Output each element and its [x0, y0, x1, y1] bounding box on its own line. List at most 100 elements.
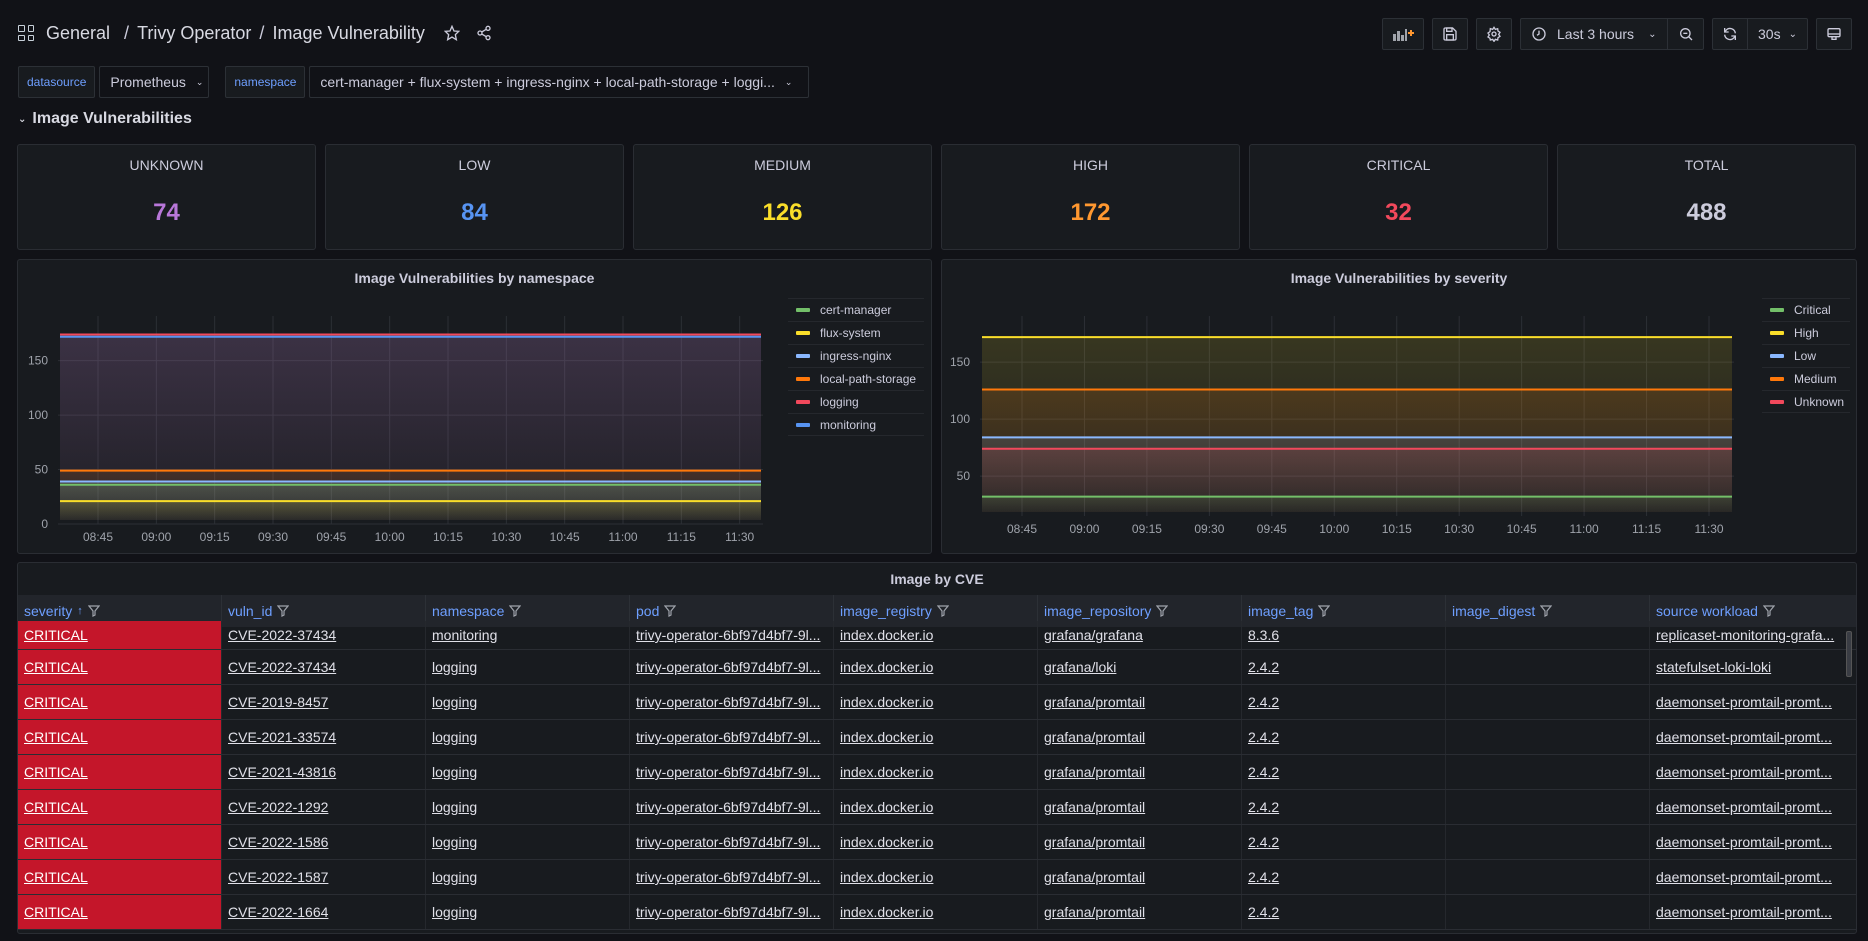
column-header-namespace[interactable]: namespace — [426, 595, 630, 627]
cell-pod[interactable]: trivy-operator-6bf97d4bf7-9l... — [630, 860, 834, 894]
cell-image_repository[interactable]: grafana/loki — [1038, 650, 1242, 684]
filter-icon[interactable] — [277, 605, 290, 617]
cell-namespace[interactable]: logging — [426, 790, 630, 824]
cell-source-workload[interactable]: statefulset-loki-loki — [1650, 650, 1856, 684]
cell-image_repository[interactable]: grafana/promtail — [1038, 685, 1242, 719]
cell-pod[interactable]: trivy-operator-6bf97d4bf7-9l... — [630, 650, 834, 684]
legend-item-flux-system[interactable]: flux-system — [788, 321, 924, 344]
cell-image_repository[interactable]: grafana/promtail — [1038, 860, 1242, 894]
cell-image_repository[interactable]: grafana/promtail — [1038, 755, 1242, 789]
cell-pod[interactable]: trivy-operator-6bf97d4bf7-9l... — [630, 790, 834, 824]
legend-item-logging[interactable]: logging — [788, 390, 924, 413]
column-header-image_registry[interactable]: image_registry — [834, 595, 1038, 627]
column-header-pod[interactable]: pod — [630, 595, 834, 627]
cell-image_repository[interactable]: grafana/promtail — [1038, 895, 1242, 929]
cell-image_tag[interactable]: 2.4.2 — [1242, 685, 1446, 719]
cell-namespace[interactable]: logging — [426, 895, 630, 929]
column-header-image_tag[interactable]: image_tag — [1242, 595, 1446, 627]
cell-namespace[interactable]: logging — [426, 860, 630, 894]
cell-vuln_id[interactable]: CVE-2022-1587 — [222, 860, 426, 894]
legend-item-high[interactable]: High — [1762, 321, 1850, 344]
cell-image_repository[interactable]: grafana/promtail — [1038, 825, 1242, 859]
legend-item-unknown[interactable]: Unknown — [1762, 390, 1850, 413]
cell-source-workload[interactable]: daemonset-promtail-promt... — [1650, 895, 1856, 929]
column-header-severity[interactable]: severity ↑ — [18, 595, 222, 627]
cell-vuln_id[interactable]: CVE-2022-37434 — [222, 621, 426, 649]
filter-icon[interactable] — [1762, 605, 1775, 617]
column-header-source-workload[interactable]: source workload — [1650, 595, 1856, 627]
cell-image_registry[interactable]: index.docker.io — [834, 621, 1038, 649]
cell-vuln_id[interactable]: CVE-2021-43816 — [222, 755, 426, 789]
row-header[interactable]: ⌄ Image Vulnerabilities — [18, 110, 192, 128]
filter-icon[interactable] — [1156, 605, 1169, 617]
cell-source-workload[interactable]: daemonset-promtail-promt... — [1650, 720, 1856, 754]
cell-severity[interactable]: CRITICAL — [18, 755, 222, 789]
cell-image_tag[interactable]: 2.4.2 — [1242, 755, 1446, 789]
cell-image_tag[interactable]: 2.4.2 — [1242, 895, 1446, 929]
filter-icon[interactable] — [509, 605, 522, 617]
cell-namespace[interactable]: logging — [426, 685, 630, 719]
legend-item-low[interactable]: Low — [1762, 344, 1850, 367]
cell-severity[interactable]: CRITICAL — [18, 790, 222, 824]
cell-image_registry[interactable]: index.docker.io — [834, 860, 1038, 894]
namespace-select[interactable]: cert-manager + flux-system + ingress-ngi… — [309, 66, 810, 98]
refresh-button[interactable] — [1712, 18, 1748, 50]
add-panel-button[interactable] — [1382, 18, 1424, 50]
breadcrumb-folder[interactable]: General — [46, 22, 111, 43]
cell-vuln_id[interactable]: CVE-2019-8457 — [222, 685, 426, 719]
cell-image_repository[interactable]: grafana/promtail — [1038, 790, 1242, 824]
column-header-image_repository[interactable]: image_repository — [1038, 595, 1242, 627]
view-mode-button[interactable] — [1816, 18, 1852, 50]
cell-severity[interactable]: CRITICAL — [18, 685, 222, 719]
column-header-image_digest[interactable]: image_digest — [1446, 595, 1650, 627]
cell-namespace[interactable]: monitoring — [426, 621, 630, 649]
breadcrumb-subfolder[interactable]: Trivy Operator — [137, 22, 252, 43]
filter-icon[interactable] — [1540, 605, 1553, 617]
cell-image_registry[interactable]: index.docker.io — [834, 650, 1038, 684]
cell-image_registry[interactable]: index.docker.io — [834, 790, 1038, 824]
zoom-out-button[interactable] — [1668, 18, 1704, 50]
dashboard-title[interactable]: Image Vulnerability — [272, 22, 425, 43]
cell-image_tag[interactable]: 2.4.2 — [1242, 790, 1446, 824]
cell-severity[interactable]: CRITICAL — [18, 720, 222, 754]
cell-image_repository[interactable]: grafana/promtail — [1038, 720, 1242, 754]
legend-item-local-path-storage[interactable]: local-path-storage — [788, 367, 924, 390]
share-icon[interactable] — [473, 22, 495, 44]
cell-image_registry[interactable]: index.docker.io — [834, 720, 1038, 754]
cell-vuln_id[interactable]: CVE-2021-33574 — [222, 720, 426, 754]
legend-item-critical[interactable]: Critical — [1762, 298, 1850, 321]
cell-severity[interactable]: CRITICAL — [18, 825, 222, 859]
cell-namespace[interactable]: logging — [426, 720, 630, 754]
cell-pod[interactable]: trivy-operator-6bf97d4bf7-9l... — [630, 895, 834, 929]
cell-image_registry[interactable]: index.docker.io — [834, 755, 1038, 789]
table-scrollbar[interactable] — [1846, 631, 1852, 677]
cell-image_tag[interactable]: 2.4.2 — [1242, 720, 1446, 754]
cell-vuln_id[interactable]: CVE-2022-1664 — [222, 895, 426, 929]
cell-namespace[interactable]: logging — [426, 650, 630, 684]
legend-item-monitoring[interactable]: monitoring — [788, 413, 924, 436]
star-icon[interactable] — [441, 22, 463, 44]
cell-image_tag[interactable]: 2.4.2 — [1242, 650, 1446, 684]
filter-icon[interactable] — [664, 605, 677, 617]
legend-item-cert-manager[interactable]: cert-manager — [788, 298, 924, 321]
cell-image_registry[interactable]: index.docker.io — [834, 685, 1038, 719]
cell-source-workload[interactable]: daemonset-promtail-promt... — [1650, 685, 1856, 719]
cell-severity[interactable]: CRITICAL — [18, 895, 222, 929]
cell-image_tag[interactable]: 2.4.2 — [1242, 825, 1446, 859]
cell-source-workload[interactable]: daemonset-promtail-promt... — [1650, 790, 1856, 824]
cell-source-workload[interactable]: daemonset-promtail-promt... — [1650, 825, 1856, 859]
dashboards-grid-icon[interactable] — [18, 25, 34, 41]
refresh-interval-picker[interactable]: 30s ⌄ — [1748, 18, 1808, 50]
cell-namespace[interactable]: logging — [426, 755, 630, 789]
cell-source-workload[interactable]: daemonset-promtail-promt... — [1650, 755, 1856, 789]
dashboard-settings-button[interactable] — [1476, 18, 1512, 50]
cell-pod[interactable]: trivy-operator-6bf97d4bf7-9l... — [630, 825, 834, 859]
cell-pod[interactable]: trivy-operator-6bf97d4bf7-9l... — [630, 685, 834, 719]
cell-severity[interactable]: CRITICAL — [18, 650, 222, 684]
cell-image_repository[interactable]: grafana/grafana — [1038, 621, 1242, 649]
cell-image_tag[interactable]: 8.3.6 — [1242, 621, 1446, 649]
filter-icon[interactable] — [87, 605, 100, 617]
column-header-vuln_id[interactable]: vuln_id — [222, 595, 426, 627]
cell-vuln_id[interactable]: CVE-2022-37434 — [222, 650, 426, 684]
cell-severity[interactable]: CRITICAL — [18, 860, 222, 894]
